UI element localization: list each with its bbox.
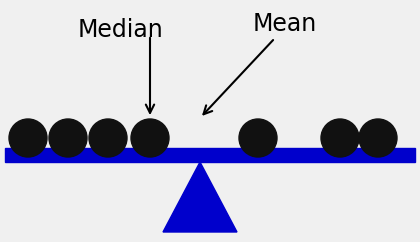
Circle shape bbox=[131, 119, 169, 157]
Circle shape bbox=[359, 119, 397, 157]
Circle shape bbox=[239, 119, 277, 157]
Circle shape bbox=[321, 119, 359, 157]
Circle shape bbox=[89, 119, 127, 157]
Circle shape bbox=[9, 119, 47, 157]
Text: Mean: Mean bbox=[253, 12, 317, 36]
Polygon shape bbox=[163, 162, 237, 232]
Circle shape bbox=[49, 119, 87, 157]
Text: Median: Median bbox=[77, 18, 163, 42]
Bar bbox=[5, 148, 415, 162]
